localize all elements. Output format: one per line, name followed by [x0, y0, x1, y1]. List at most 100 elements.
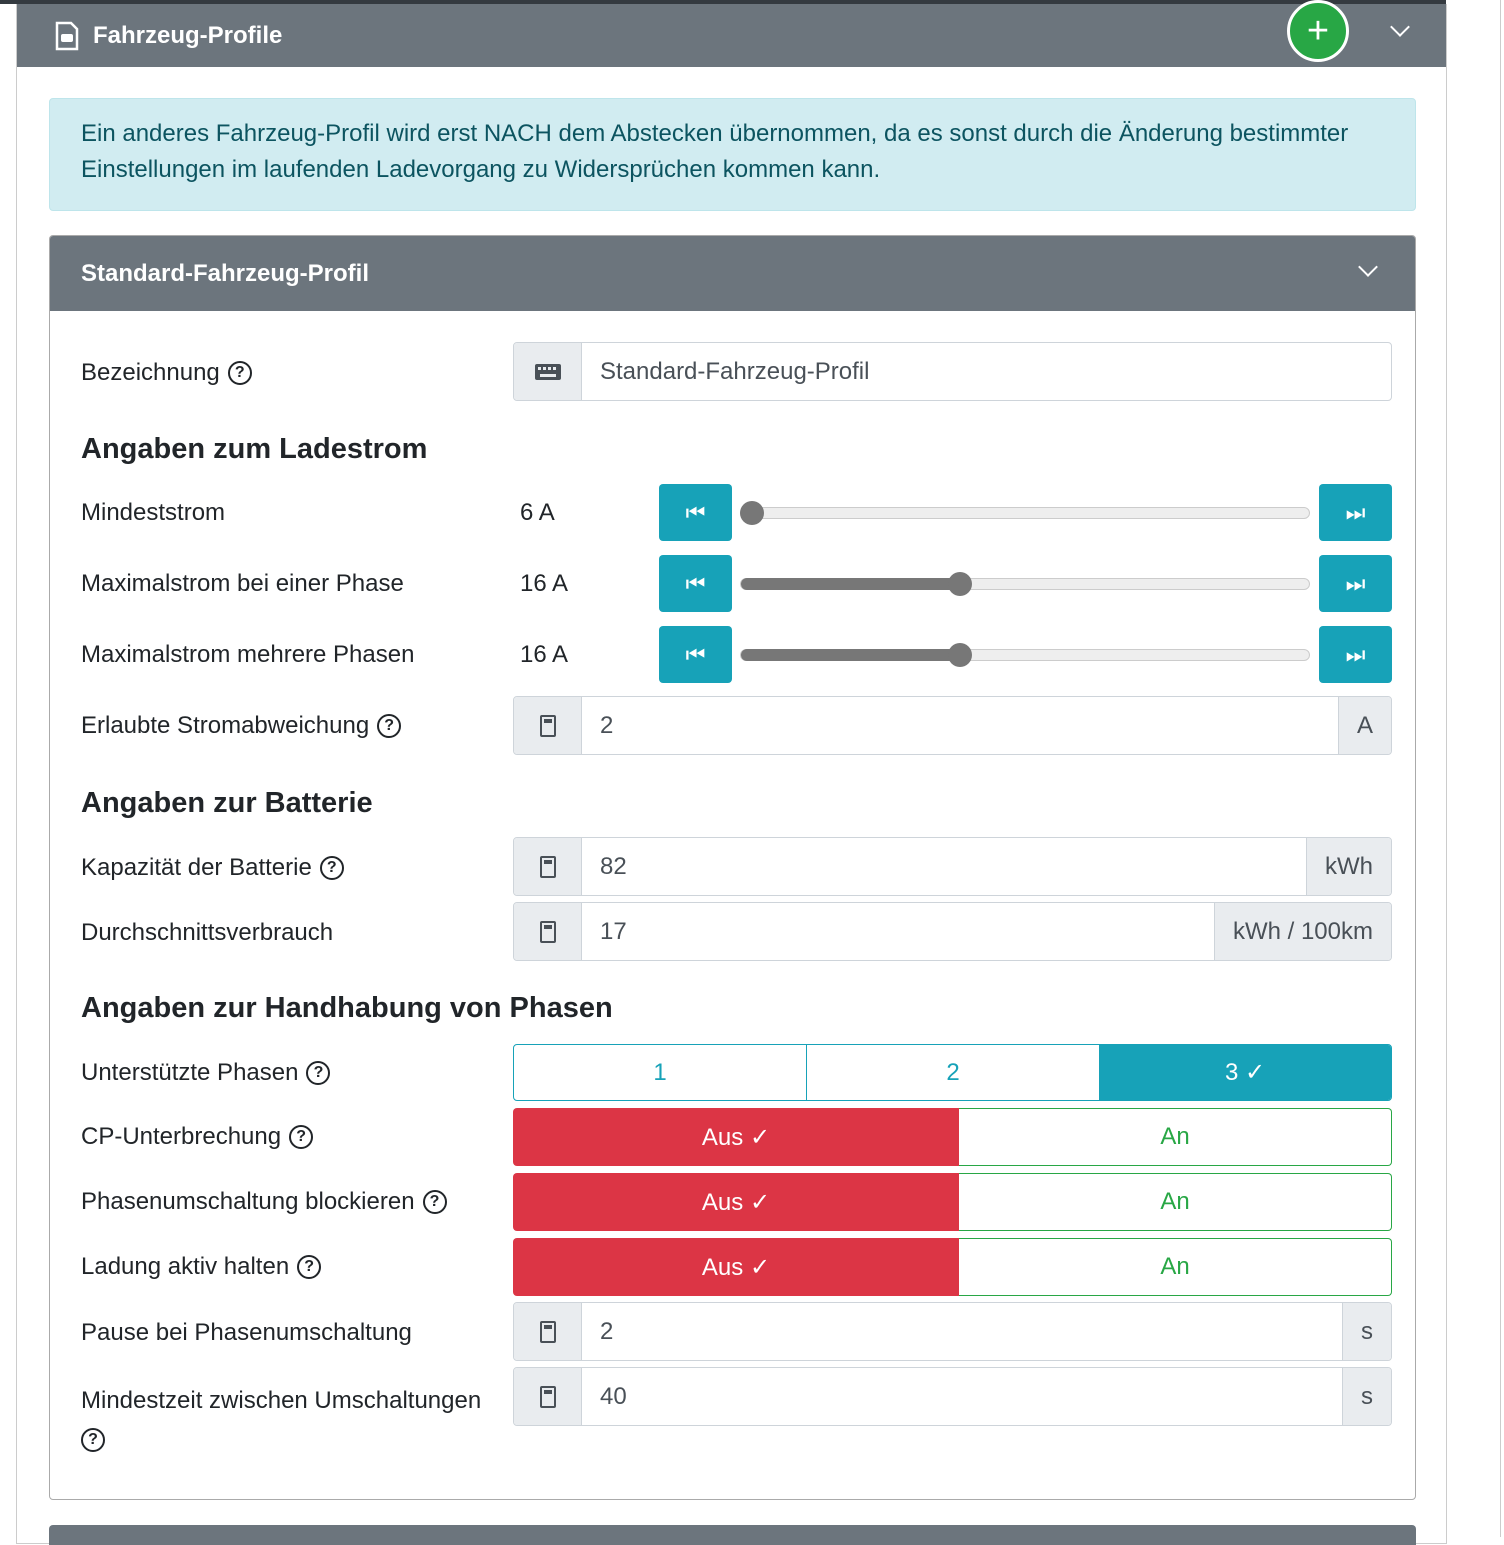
phases-button-group: 1 2 3 ✓: [513, 1044, 1392, 1101]
slider-handle[interactable]: [947, 572, 972, 596]
current-slider[interactable]: [740, 572, 1310, 596]
unit-label: kWh: [1306, 838, 1391, 895]
slider-label: Mindeststrom: [81, 499, 225, 527]
calculator-icon: [514, 697, 582, 754]
help-icon[interactable]: ?: [227, 361, 252, 385]
section-heading-current: Angaben zum Ladestrom: [81, 433, 428, 465]
skip-forward-icon: ⏭: [1345, 641, 1366, 667]
toggle-label: Phasenumschaltung blockieren?: [81, 1188, 447, 1216]
calculator-icon: [514, 1303, 582, 1360]
increase-button[interactable]: ⏭: [1319, 626, 1392, 683]
help-icon[interactable]: ?: [422, 1190, 447, 1214]
on-button[interactable]: An: [959, 1173, 1392, 1231]
label-text: Phasenumschaltung blockieren: [81, 1188, 415, 1215]
skip-forward-icon: ⏭: [1345, 570, 1366, 596]
decrease-button[interactable]: ⏮: [659, 484, 732, 541]
decrease-button[interactable]: ⏮: [659, 626, 732, 683]
chevron-down-icon[interactable]: [1358, 257, 1378, 277]
slider-fill: [741, 578, 960, 590]
top-border: [0, 0, 1446, 4]
help-icon[interactable]: ?: [297, 1255, 322, 1279]
current-slider[interactable]: [740, 643, 1310, 667]
off-button[interactable]: Aus ✓: [513, 1238, 959, 1296]
profile-card: Standard-Fahrzeug-Profil Bezeichnung? St…: [49, 235, 1416, 1500]
help-icon[interactable]: ?: [377, 714, 402, 738]
toggle-button-group: Aus ✓ An: [513, 1173, 1392, 1231]
label-text: Ladung aktiv halten: [81, 1253, 290, 1280]
calculator-icon: [514, 1368, 582, 1425]
slider-label: Maximalstrom mehrere Phasen: [81, 641, 414, 669]
slider-value: 6 A: [520, 499, 555, 526]
toggle-label: CP-Unterbrechung?: [81, 1123, 314, 1151]
phase-3-button[interactable]: 3 ✓: [1099, 1045, 1391, 1100]
label-text: Unterstützte Phasen: [81, 1059, 299, 1086]
section-heading-battery: Angaben zur Batterie: [81, 787, 373, 819]
toggle-button-group: Aus ✓ An: [513, 1238, 1392, 1296]
pause-input[interactable]: 2: [600, 1317, 614, 1345]
slider-value: 16 A: [520, 570, 569, 597]
keyboard-icon: [514, 343, 582, 400]
toggle-label: Ladung aktiv halten?: [81, 1253, 322, 1281]
section-heading-phases: Angaben zur Handhabung von Phasen: [81, 992, 613, 1024]
consumption-input[interactable]: 17: [600, 917, 627, 945]
current-slider[interactable]: [740, 501, 1310, 525]
unit-label: s: [1342, 1303, 1391, 1360]
capacity-input-group: 82 kWh: [513, 837, 1392, 896]
deviation-input[interactable]: 2: [600, 711, 614, 739]
name-input[interactable]: Standard-Fahrzeug-Profil: [600, 357, 870, 385]
next-card-header[interactable]: [49, 1525, 1416, 1545]
label-text: CP-Unterbrechung: [81, 1123, 282, 1150]
increase-button[interactable]: ⏭: [1319, 555, 1392, 612]
on-button[interactable]: An: [959, 1238, 1392, 1296]
skip-forward-icon: ⏭: [1345, 499, 1366, 525]
phases-label: Unterstützte Phasen?: [81, 1059, 331, 1087]
label-text: Kapazität der Batterie: [81, 854, 312, 881]
label-text: Mindeststrom: [81, 499, 226, 526]
skip-back-icon: ⏮: [685, 499, 706, 525]
slider-fill: [741, 649, 960, 661]
pause-input-group: 2 s: [513, 1302, 1392, 1361]
label-text: Durchschnittsverbrauch: [81, 919, 334, 946]
capacity-input[interactable]: 82: [600, 852, 627, 880]
phase-2-button[interactable]: 2: [946, 1058, 960, 1086]
calculator-icon: [514, 838, 582, 895]
card-header[interactable]: Standard-Fahrzeug-Profil: [50, 236, 1415, 311]
off-button[interactable]: Aus ✓: [513, 1108, 959, 1166]
help-icon[interactable]: ?: [306, 1061, 331, 1085]
slider-handle[interactable]: [740, 501, 765, 525]
mintime-input[interactable]: 40: [600, 1382, 627, 1410]
label-text: Maximalstrom mehrere Phasen: [81, 641, 415, 668]
unit-label: s: [1342, 1368, 1391, 1425]
slider-label: Maximalstrom bei einer Phase: [81, 570, 404, 598]
add-profile-button[interactable]: +: [1287, 0, 1349, 62]
name-input-group: Standard-Fahrzeug-Profil: [513, 342, 1392, 401]
info-alert: Ein anderes Fahrzeug-Profil wird erst NA…: [49, 98, 1416, 211]
off-button[interactable]: Aus ✓: [513, 1173, 959, 1231]
name-label: Bezeichnung?: [81, 359, 252, 387]
vehicle-profiles-panel: Fahrzeug-Profile + Ein anderes Fahrzeug-…: [16, 0, 1447, 1545]
increase-button[interactable]: ⏭: [1319, 484, 1392, 541]
chevron-down-icon[interactable]: [1390, 17, 1410, 37]
consumption-input-group: 17 kWh / 100km: [513, 902, 1392, 961]
slider-value: 16 A: [520, 641, 569, 668]
car-document-icon: [55, 21, 79, 50]
phase-1-button[interactable]: 1: [514, 1045, 807, 1100]
decrease-button[interactable]: ⏮: [659, 555, 732, 612]
help-icon[interactable]: ?: [81, 1428, 105, 1452]
skip-back-icon: ⏮: [685, 641, 706, 667]
label-text: Bezeichnung: [81, 359, 220, 386]
skip-back-icon: ⏮: [685, 570, 706, 596]
deviation-label: Erlaubte Stromabweichung?: [81, 712, 402, 740]
help-icon[interactable]: ?: [289, 1125, 314, 1149]
label-text: Mindestzeit zwischen Umschaltungen: [81, 1387, 482, 1414]
pause-label: Pause bei Phasenumschaltung: [81, 1319, 412, 1347]
calculator-icon: [514, 903, 582, 960]
right-border: [1500, 0, 1501, 1537]
on-button[interactable]: An: [959, 1108, 1392, 1166]
label-text: Pause bei Phasenumschaltung: [81, 1319, 412, 1346]
unit-label: kWh / 100km: [1213, 903, 1391, 960]
consumption-label: Durchschnittsverbrauch: [81, 919, 333, 947]
panel-header[interactable]: Fahrzeug-Profile +: [17, 0, 1446, 67]
slider-handle[interactable]: [947, 643, 972, 667]
help-icon[interactable]: ?: [319, 856, 344, 880]
